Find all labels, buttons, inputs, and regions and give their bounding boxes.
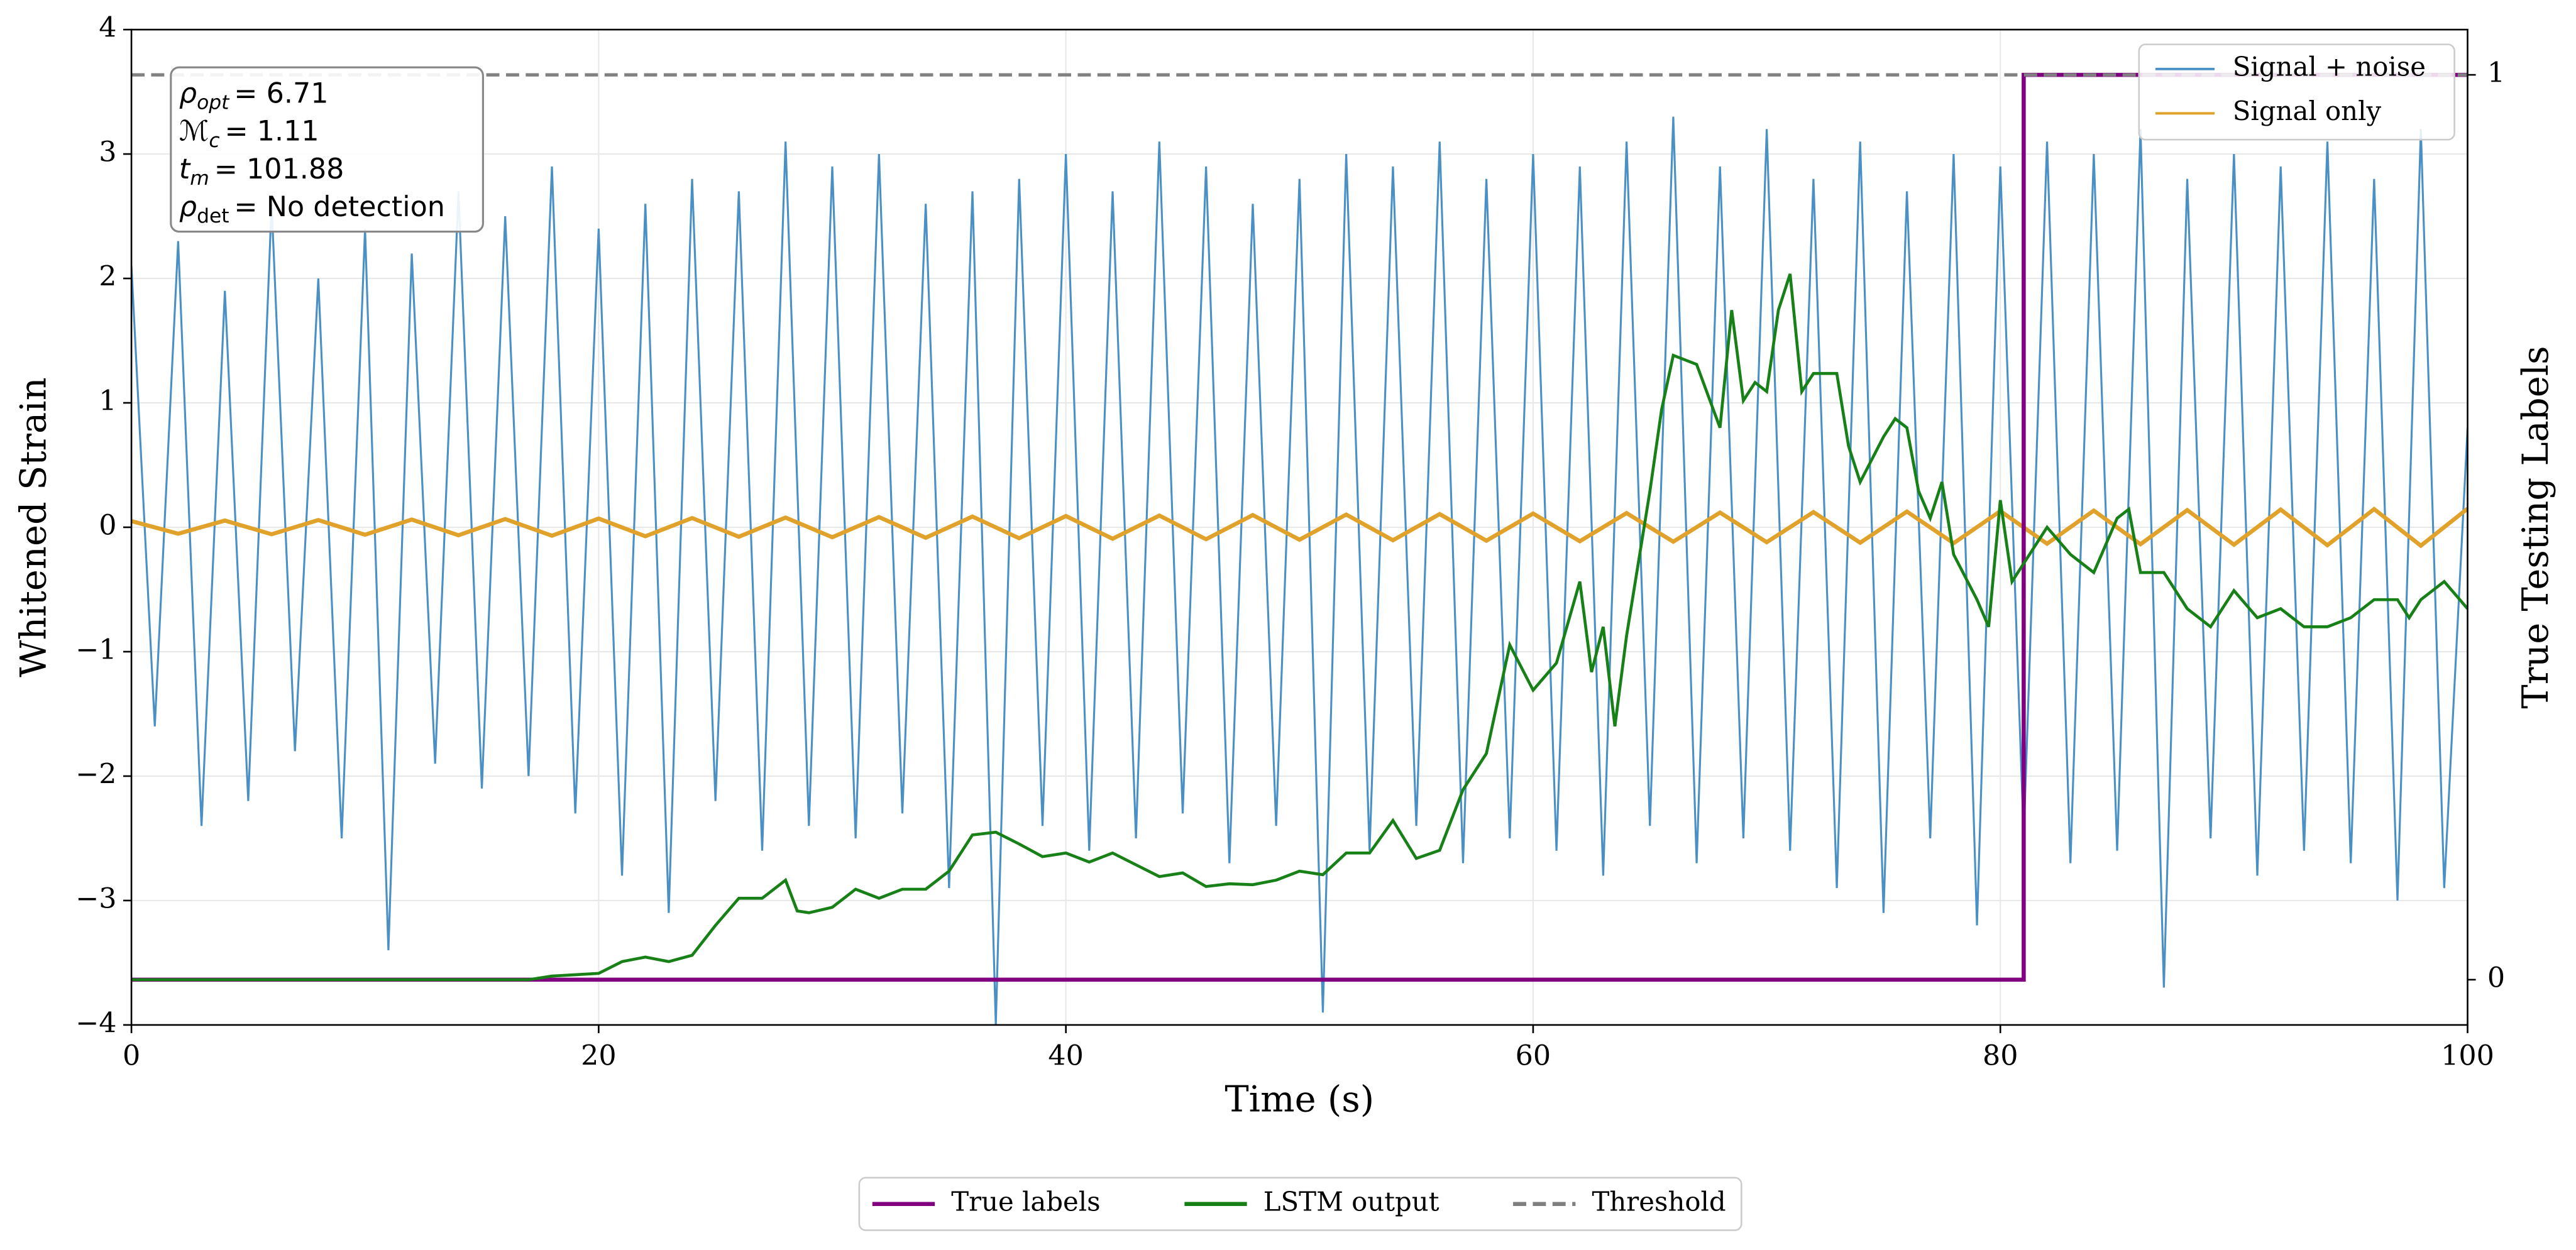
annotation: tm = 101.88 [179, 153, 344, 190]
x-tick-label: 0 [123, 1040, 140, 1072]
y-tick-label: 2 [99, 261, 116, 293]
x-tick-label: 40 [1048, 1040, 1084, 1072]
annotation: ρopt = 6.71 [179, 78, 329, 114]
legend-box [2138, 43, 2455, 141]
legend-box [858, 1176, 1742, 1231]
y-axis-label: Whitened Strain [13, 377, 55, 677]
plot-frame [130, 28, 2469, 1026]
y2-tick-label: 1 [2487, 57, 2505, 89]
legend-label: Signal only [2233, 96, 2382, 126]
series-line [131, 506, 2468, 549]
annotation-symbol: t [179, 153, 191, 185]
legend-label: Threshold [1592, 1186, 1726, 1217]
y-tick-label: 0 [99, 509, 116, 541]
annotation-subscript: opt [197, 92, 230, 114]
annotation-subscript: m [190, 167, 209, 190]
y-tick-label: 3 [99, 136, 116, 168]
annotation-symbol: ρ [179, 78, 197, 110]
annotation-text: = No detection [234, 191, 445, 223]
legend-label: LSTM output [1263, 1186, 1439, 1217]
annotation: ℳc = 1.11 [179, 116, 319, 152]
y-tick-label: −3 [75, 882, 116, 914]
y2-tick-label: 0 [2487, 962, 2505, 994]
annotation-subscript: det [197, 205, 229, 228]
annotation-text: = 6.71 [234, 78, 328, 110]
annotation: ρdet = No detection [179, 191, 445, 228]
y-tick-label: −4 [75, 1007, 116, 1039]
x-tick-label: 20 [581, 1040, 617, 1072]
x-axis-label: Time (s) [1225, 1078, 1374, 1121]
legend-label: True labels [951, 1186, 1100, 1217]
x-tick-label: 60 [1516, 1040, 1551, 1072]
annotation-symbol: ℳ [179, 116, 209, 148]
x-tick-label: 80 [1983, 1040, 2018, 1072]
annotation-text: = 1.11 [224, 116, 319, 148]
y-tick-label: −1 [75, 633, 116, 666]
annotation-text: = 101.88 [214, 153, 344, 185]
annotation-subscript: c [209, 129, 219, 152]
y-tick-label: 4 [99, 12, 116, 44]
series-line [131, 116, 2468, 1025]
annotation-symbol: ρ [179, 191, 197, 223]
y2-axis-label: True Testing Labels [2514, 346, 2557, 708]
annotation-box [170, 66, 484, 233]
legend-label: Signal + noise [2233, 51, 2426, 82]
x-tick-label: 100 [2441, 1040, 2494, 1072]
series-line [131, 273, 2468, 982]
y-tick-label: 1 [99, 385, 116, 417]
y-tick-label: −2 [75, 758, 116, 790]
